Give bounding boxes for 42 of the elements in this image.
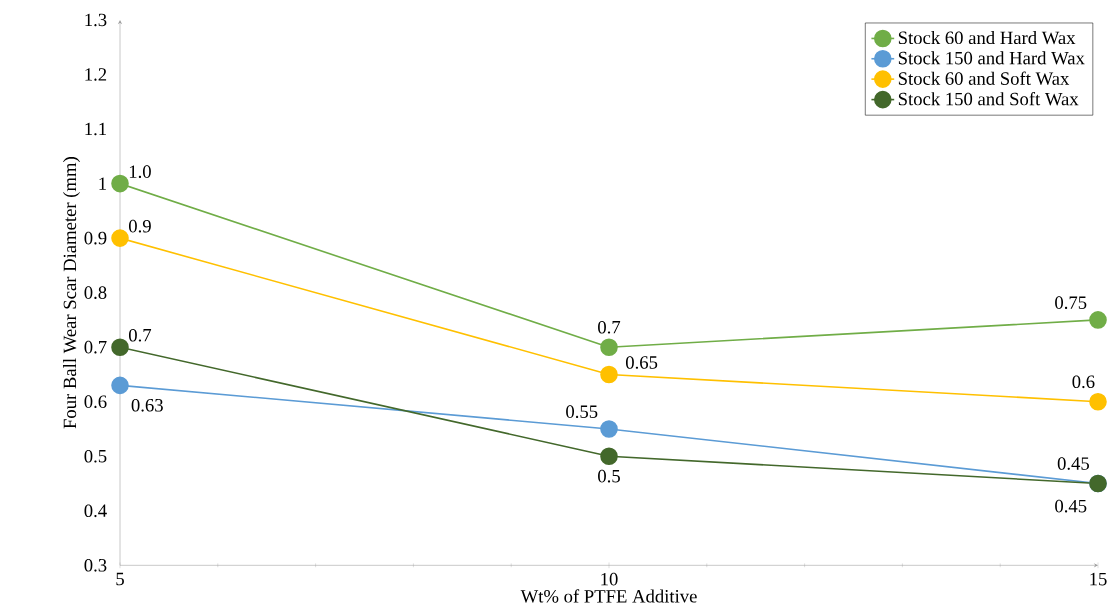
data-label: 1.0 [129, 165, 151, 178]
y-tick-label: 1 [99, 177, 106, 190]
y-tick-label: 0.6 [84, 395, 107, 409]
data-label: 0.65 [625, 356, 658, 369]
data-label: 0.7 [128, 328, 152, 342]
data-label: 0.5 [598, 469, 620, 483]
legend-label: Stock 150 and Soft Wax [898, 92, 1079, 106]
data-label: 0.6 [1072, 375, 1095, 389]
point [111, 229, 129, 247]
data-label: 0.45 [1057, 457, 1090, 470]
y-axis-title: Four Ball Wear Scar Diameter (mm) [63, 157, 80, 429]
x-tick-label: 15 [1090, 572, 1107, 586]
y-tick-label: 1.3 [85, 13, 107, 27]
data-label: 0.7 [598, 320, 621, 334]
y-tick-label: 0.7 [84, 340, 107, 354]
legend-label: Stock 60 and Soft Wax [898, 71, 1070, 85]
data-label: 0.63 [131, 398, 163, 412]
data-label: 0.55 [566, 405, 598, 419]
legend-label: Stock 60 and Hard Wax [898, 30, 1076, 45]
y-tick-label: 0.8 [84, 286, 107, 299]
y-tick-label: 0.5 [84, 449, 107, 463]
y-tick-label: 0.3 [84, 558, 107, 572]
x-tick-label: 5 [116, 572, 124, 586]
point [1089, 392, 1107, 411]
data-label: 0.45 [1055, 499, 1087, 513]
y-tick-label: 1.2 [85, 68, 107, 81]
x-axis-title: Wt% of PTFE Additive [520, 589, 697, 603]
point [600, 420, 618, 438]
data-label: 0.75 [1055, 296, 1087, 309]
point [600, 447, 618, 466]
point [111, 338, 129, 356]
point [600, 338, 618, 356]
point [111, 174, 129, 193]
data-label: 0.9 [128, 219, 151, 233]
point [1089, 311, 1107, 329]
y-tick-label: 0.4 [84, 504, 107, 518]
point [111, 376, 129, 395]
point [600, 365, 618, 384]
y-tick-label: 1.1 [85, 122, 106, 136]
legend-label: Stock 150 and Hard Wax [898, 51, 1085, 65]
x-tick-label: 10 [601, 572, 618, 586]
y-tick-label: 0.9 [84, 231, 107, 245]
